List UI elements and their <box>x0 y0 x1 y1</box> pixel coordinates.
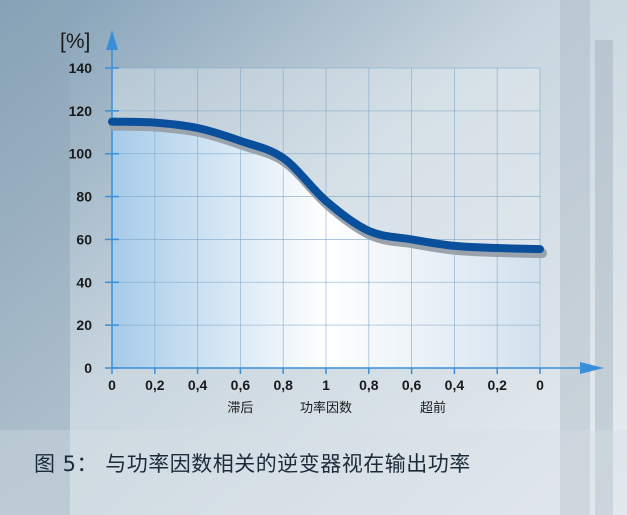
axes <box>105 30 604 374</box>
data-point <box>453 245 455 247</box>
y-tick-label: 40 <box>76 274 92 290</box>
x-axis-arrow <box>580 362 604 374</box>
x-tick-label: 0,2 <box>487 377 507 393</box>
data-point <box>368 230 370 232</box>
x-tick-label: 0,4 <box>188 377 208 393</box>
x-tick-label: 0,4 <box>445 377 465 393</box>
x-region-label: 滞后 <box>227 401 253 416</box>
data-point <box>239 140 241 142</box>
x-tick-label: 0,6 <box>402 377 422 393</box>
x-tick-label: 0 <box>108 377 116 393</box>
y-tick-label: 0 <box>84 360 92 376</box>
tick-labels: 0 20 40 60 80 100 120 140 0 0,2 0,4 0,6 0,8 1 0,8 0,6 0,… <box>69 60 544 416</box>
x-tick-label: 0,6 <box>231 377 251 393</box>
y-axis-arrow <box>106 30 118 50</box>
x-region-label: 功率因数 <box>300 400 352 416</box>
data-point <box>111 120 113 123</box>
data-point <box>282 157 284 159</box>
y-tick-label: 80 <box>76 189 92 205</box>
x-region-label: 超前 <box>420 400 446 416</box>
figure-caption: 图 5： 与功率因数相关的逆变器视在输出功率 <box>34 452 471 476</box>
gridlines <box>112 67 541 368</box>
data-point <box>325 200 327 202</box>
y-tick-label: 20 <box>76 317 92 333</box>
data-point <box>154 122 156 124</box>
data-point <box>411 238 413 241</box>
x-tick-label: 0,8 <box>359 377 379 393</box>
y-axis-label: [%] <box>60 30 90 53</box>
x-tick-label: 0,2 <box>145 377 165 393</box>
data-point <box>197 127 199 129</box>
data-point <box>496 247 498 249</box>
y-tick-label: 120 <box>69 103 93 119</box>
x-tick-label: 0 <box>536 377 544 393</box>
y-tick-label: 60 <box>76 231 92 247</box>
y-tick-label: 140 <box>69 60 93 76</box>
y-tick-label: 100 <box>69 146 93 162</box>
data-point <box>539 248 541 250</box>
x-tick-label: 0,8 <box>273 377 293 393</box>
x-tick-label: 1 <box>322 377 330 393</box>
